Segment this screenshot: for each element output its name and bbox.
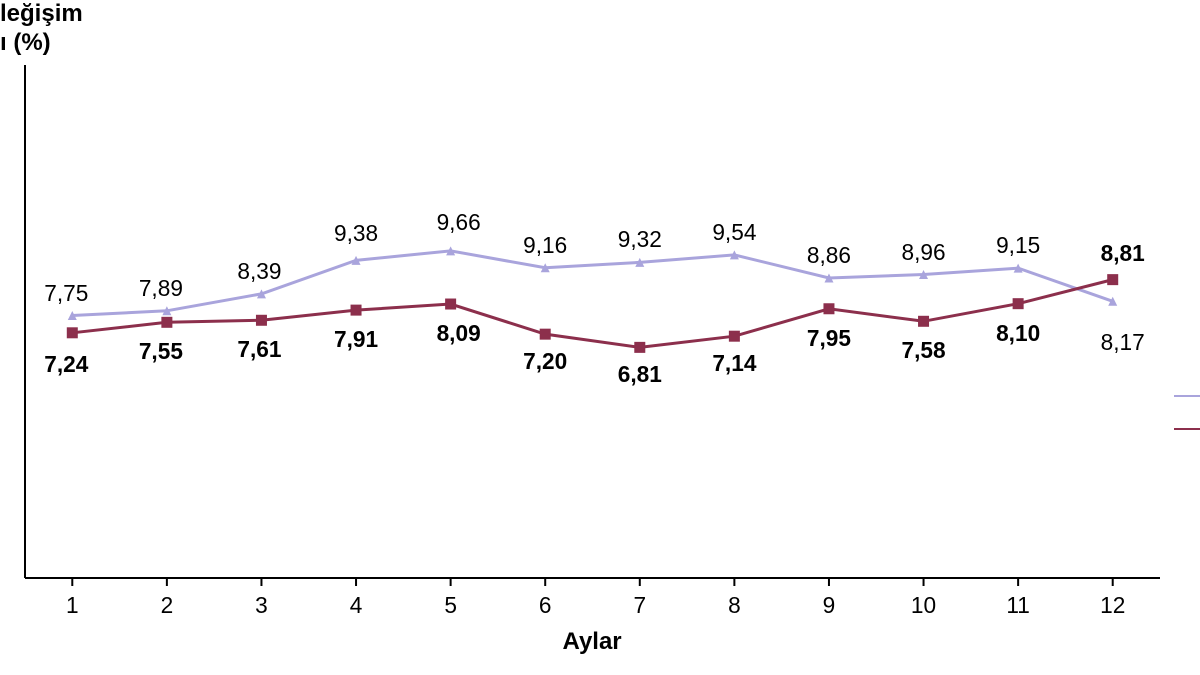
- data-label: 7,14: [712, 350, 756, 377]
- x-tick-label: 1: [66, 592, 79, 619]
- data-label: 6,81: [618, 361, 662, 388]
- series-marker: [729, 331, 740, 342]
- x-tick-label: 4: [350, 592, 363, 619]
- data-label: 7,20: [523, 348, 567, 375]
- data-label: 7,89: [139, 275, 183, 302]
- data-label: 8,39: [237, 258, 281, 285]
- series-marker: [1107, 274, 1118, 285]
- x-tick-label: 12: [1100, 592, 1125, 619]
- legend-line-stub: [1174, 395, 1200, 397]
- data-label: 9,66: [437, 209, 481, 236]
- data-label: 8,10: [996, 320, 1040, 347]
- series-marker: [540, 329, 551, 340]
- data-label: 8,86: [807, 242, 851, 269]
- legend-line-stub: [1174, 428, 1200, 430]
- data-label: 9,38: [334, 220, 378, 247]
- chart-container: leğişim ı (%) Aylar 1234567891011127,757…: [0, 0, 1200, 675]
- data-label: 8,09: [437, 320, 481, 347]
- x-tick-label: 6: [539, 592, 552, 619]
- data-label: 7,95: [807, 325, 851, 352]
- data-label: 9,32: [618, 226, 662, 253]
- data-label: 7,55: [139, 338, 183, 365]
- x-tick-label: 8: [728, 592, 741, 619]
- data-label: 9,16: [523, 232, 567, 259]
- data-label: 9,15: [996, 232, 1040, 259]
- series-marker: [161, 317, 172, 328]
- data-label: 7,61: [237, 336, 281, 363]
- x-axis-title: Aylar: [563, 628, 622, 656]
- series-marker: [1013, 298, 1024, 309]
- data-label: 8,81: [1101, 240, 1145, 267]
- data-label: 8,17: [1101, 329, 1145, 356]
- x-tick-label: 9: [823, 592, 836, 619]
- series-marker: [445, 299, 456, 310]
- x-tick-label: 3: [255, 592, 268, 619]
- series-marker: [823, 303, 834, 314]
- series-marker: [634, 342, 645, 353]
- x-tick-label: 7: [633, 592, 646, 619]
- x-tick-label: 5: [444, 592, 457, 619]
- series-marker: [67, 327, 78, 338]
- x-tick-label: 2: [161, 592, 174, 619]
- data-label: 8,96: [901, 239, 945, 266]
- x-tick-label: 11: [1006, 592, 1030, 619]
- data-label: 7,75: [44, 280, 88, 307]
- x-tick-label: 10: [911, 592, 936, 619]
- series-line: [72, 251, 1112, 316]
- data-label: 7,24: [44, 351, 88, 378]
- series-marker: [918, 316, 929, 327]
- series-marker: [351, 305, 362, 316]
- series-marker: [256, 315, 267, 326]
- data-label: 9,54: [712, 219, 756, 246]
- data-label: 7,58: [901, 337, 945, 364]
- series-line: [72, 280, 1112, 348]
- data-label: 7,91: [334, 326, 378, 353]
